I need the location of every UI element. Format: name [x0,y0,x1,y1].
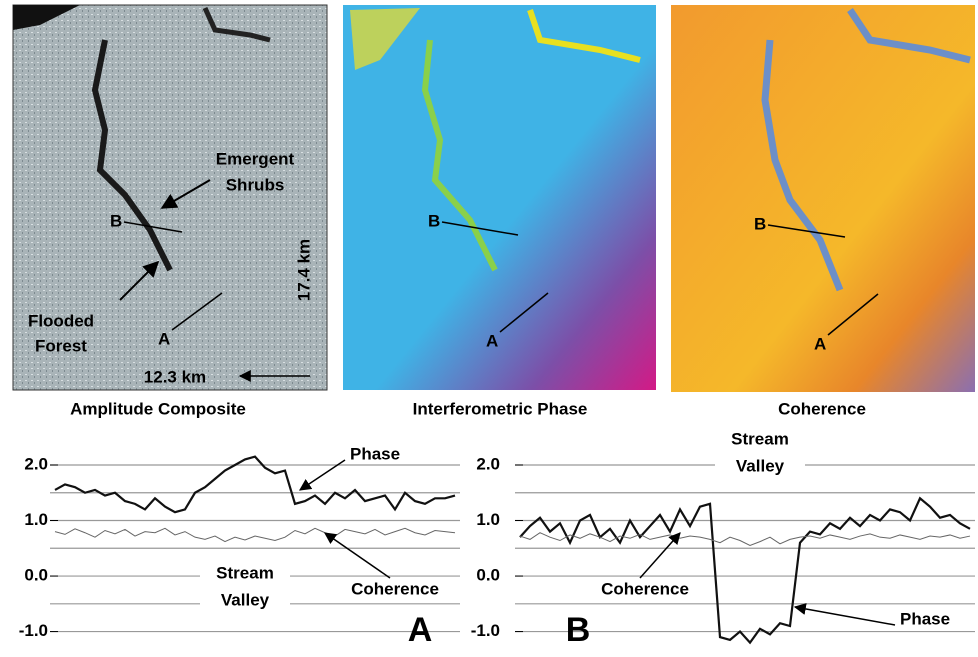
image [343,5,656,390]
image-label: Shrubs [226,175,285,194]
y-tick-label: -1.0 [19,621,48,640]
annotation: Valley [736,456,785,475]
series-line [55,528,455,541]
caption: Coherence [778,399,866,418]
y-tick-label: 0.0 [476,566,500,585]
annotation: Phase [350,444,400,463]
arrow [325,533,390,578]
annotation: Stream [731,429,789,448]
image-label: Forest [35,336,87,355]
arrow [640,533,680,578]
annotation: Phase [900,609,950,628]
panel-phase: B A Interferometric Phase [343,5,656,418]
image-label: 17.4 km [294,239,313,301]
arrow [795,607,895,625]
image-label: Emergent [216,149,295,168]
image-label: B [110,211,122,230]
caption: Amplitude Composite [70,399,246,418]
image-label: A [814,334,826,353]
image-label: 12.3 km [144,367,206,386]
image-label: B [754,214,766,233]
panel-label: A [408,611,433,649]
y-tick-label: 0.0 [24,566,48,585]
annotation: Stream [216,563,274,582]
panel-coherence: B A Coherence [671,5,975,418]
y-tick-label: 1.0 [476,510,500,529]
image-label: A [486,331,498,350]
chart-b: 2.0 1.0 0.0 -1.0 Phase Coherence Stream Valley B [471,426,975,649]
chart-a: 2.0 1.0 0.0 -1.0 Phase Coherence Stream Valley A [19,444,460,649]
panel-label: B [566,611,591,649]
image-label: Flooded [28,311,94,330]
annotation: Coherence [351,579,439,598]
y-tick-label: -1.0 [471,621,500,640]
y-tick-label: 2.0 [24,454,48,473]
annotation: Coherence [601,579,689,598]
series-line [520,533,970,546]
image-label: A [158,329,170,348]
caption: Interferometric Phase [413,399,588,418]
panel-amplitude: Emergent Shrubs B Flooded Forest A 17.4 … [13,5,327,418]
annotation: Valley [221,590,270,609]
figure: Emergent Shrubs B Flooded Forest A 17.4 … [0,0,978,657]
y-tick-label: 2.0 [476,454,500,473]
image-label: B [428,211,440,230]
y-tick-label: 1.0 [24,510,48,529]
